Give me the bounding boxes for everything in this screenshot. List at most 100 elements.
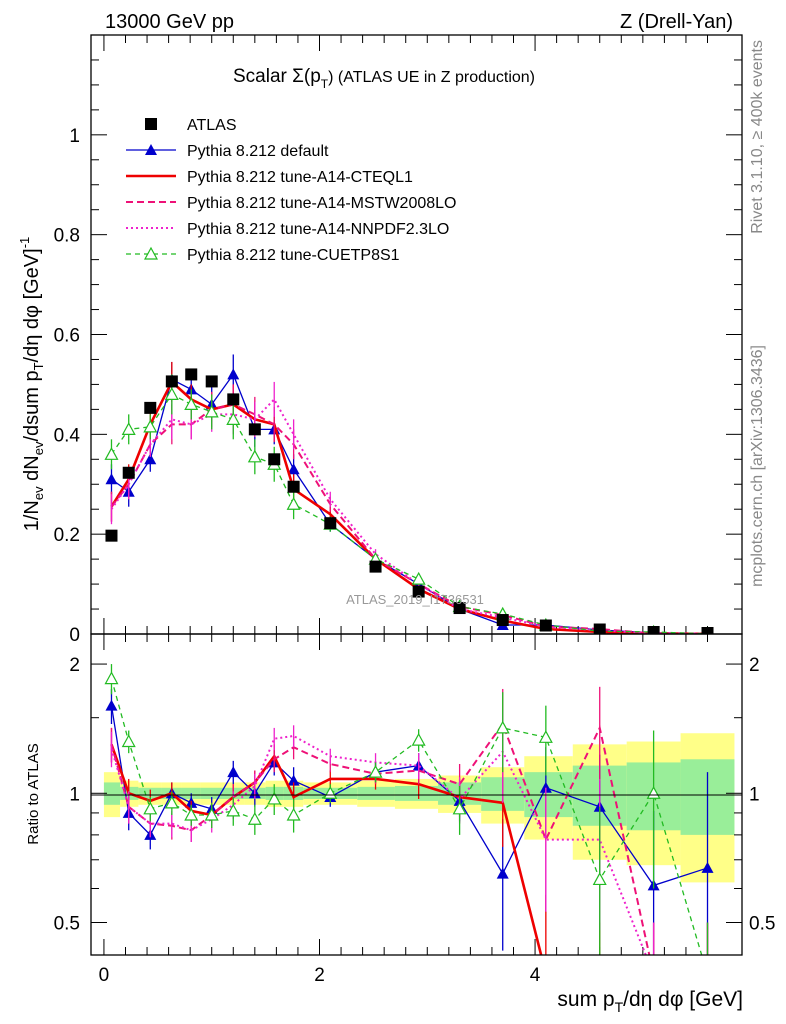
ratio-marker-cuetp8s1 — [286, 807, 301, 821]
legend-marker-cuetp8s1 — [143, 246, 159, 260]
ratio-marker-default — [105, 699, 118, 711]
atlas-data-point — [165, 375, 178, 388]
xtick-label: 2 — [314, 965, 325, 986]
analysis-watermark: ATLAS_2019_I1736531 — [346, 592, 484, 607]
legend-label-cteql1: Pythia 8.212 tune-A14-CTEQL1 — [187, 169, 413, 186]
ratio-marker-cuetp8s1 — [495, 720, 510, 734]
main-ylabel: 1/Nev dNev/dsum pT/dη dφ [GeV]-1 — [17, 237, 46, 532]
ratio-marker-cuetp8s1 — [184, 807, 199, 821]
main-ytick-label: 0.2 — [54, 525, 80, 546]
atlas-data-point — [701, 627, 714, 634]
ratio-ytick-label-left: 2 — [69, 655, 80, 676]
atlas-data-point — [268, 453, 281, 466]
main-marker-cuetp8s1 — [286, 496, 301, 510]
ratio-marker-cuetp8s1 — [104, 671, 119, 685]
main-ytick-label: 1 — [69, 126, 80, 147]
ratio-marker-default — [496, 867, 509, 879]
atlas-data-point — [205, 375, 218, 388]
svg-text:1/Nev dNev/dsum pT/dη dφ [GeV]: 1/Nev dNev/dsum pT/dη dφ [GeV]-1 — [17, 237, 46, 532]
mcplots-label: mcplots.cern.ch [arXiv:1306.3436] — [749, 345, 766, 587]
ratio-marker-default — [539, 781, 552, 793]
ratio-marker-cuetp8s1 — [143, 801, 158, 815]
ratio-marker-cuetp8s1 — [452, 801, 467, 815]
main-marker-cuetp8s1 — [411, 571, 426, 585]
ratio-marker-cuetp8s1 — [121, 734, 136, 748]
atlas-data-point — [453, 602, 466, 615]
ratio-ytick-label-right: 1 — [749, 784, 760, 805]
atlas-data-point — [593, 623, 606, 634]
axes-ticks: 0 0.2 0.4 0.6 0.8 1 0 2 4 0.5 0.5 1 1 2 2 — [54, 35, 775, 986]
main-ytick-label: 0.8 — [54, 226, 80, 247]
atlas-data-point — [144, 401, 157, 414]
ratio-ylabel: Ratio to ATLAS — [25, 743, 42, 844]
ratio-marker-cuetp8s1 — [267, 791, 282, 805]
rivet-label: Rivet 3.1.10, ≥ 400k events — [749, 40, 766, 234]
xtick-label: 4 — [530, 965, 541, 986]
atlas-data-point — [248, 423, 261, 436]
xtick-label: 0 — [99, 965, 110, 986]
main-marker-cuetp8s1 — [247, 449, 262, 463]
main-marker-cuetp8s1 — [121, 422, 136, 435]
atlas-data-point — [647, 626, 660, 634]
main-ytick-label: 0.4 — [54, 425, 81, 446]
ratio-marker-cuetp8s1 — [247, 811, 262, 825]
atlas-data-point — [105, 529, 118, 542]
main-panel-series — [104, 354, 714, 634]
legend: ATLAS Pythia 8.212 default Pythia 8.212 tu… — [126, 117, 456, 264]
plot-title: Scalar Σ(pT) (ATLAS UE in Z production) — [233, 66, 535, 91]
main-marker-cuetp8s1 — [204, 404, 219, 418]
ratio-marker-cuetp8s1 — [592, 872, 607, 886]
ratio-marker-cuetp8s1 — [226, 803, 241, 817]
atlas-data-point — [122, 466, 135, 479]
atlas-data-point — [412, 585, 425, 598]
ratio-marker-cuetp8s1 — [368, 764, 383, 778]
ratio-ytick-label-left: 0.5 — [54, 913, 80, 934]
ratio-band-inner — [103, 782, 121, 805]
legend-label-mstw: Pythia 8.212 tune-A14-MSTW2008LO — [187, 195, 456, 212]
atlas-data-point — [227, 393, 240, 406]
atlas-data-point — [369, 560, 382, 573]
ratio-marker-cuetp8s1 — [702, 969, 714, 980]
atlas-data-point — [324, 517, 337, 530]
ratio-ytick-label-left: 1 — [69, 784, 80, 805]
main-marker-default — [105, 473, 118, 485]
ratio-band-inner — [200, 787, 223, 799]
legend-marker-default — [145, 144, 157, 155]
ratio-band-inner — [394, 785, 439, 801]
ratio-marker-default — [227, 766, 240, 778]
ratio-marker-cuetp8s1 — [164, 795, 179, 809]
main-marker-cuetp8s1 — [184, 397, 199, 410]
ratio-marker-default — [701, 861, 714, 873]
energy-label: 13000 GeV pp — [105, 11, 234, 33]
ratio-marker-default — [287, 774, 300, 786]
main-marker-default — [227, 368, 240, 380]
main-ytick-label: 0 — [69, 625, 80, 646]
atlas-data-point — [185, 368, 198, 381]
legend-swatch-atlas — [145, 118, 157, 130]
atlas-data-point — [496, 614, 509, 627]
ratio-marker-cuetp8s1 — [411, 732, 426, 746]
legend-label-atlas: ATLAS — [187, 117, 237, 134]
ratio-marker-cuetp8s1 — [323, 786, 338, 799]
atlas-data-point — [539, 619, 552, 632]
atlas-data-point — [287, 480, 300, 493]
legend-label-cuetp8s1: Pythia 8.212 tune-CUETP8S1 — [187, 247, 400, 264]
ratio-ytick-label-right: 2 — [749, 655, 760, 676]
legend-label-nnpdf: Pythia 8.212 tune-A14-NNPDF2.3LO — [187, 221, 449, 238]
main-marker-cuetp8s1 — [226, 412, 241, 425]
ratio-marker-cuetp8s1 — [538, 730, 553, 743]
ratio-ytick-label-right: 0.5 — [749, 913, 775, 934]
ratio-marker-cuetp8s1 — [646, 786, 661, 799]
ratio-panel-series — [104, 664, 714, 980]
main-marker-default — [287, 463, 300, 475]
ratio-marker-cuetp8s1 — [204, 807, 219, 821]
main-marker-cuetp8s1 — [164, 387, 179, 400]
ratio-band-inner — [357, 786, 395, 800]
main-marker-cuetp8s1 — [143, 419, 158, 433]
main-marker-default — [144, 453, 157, 465]
legend-label-default: Pythia 8.212 default — [187, 143, 329, 160]
main-ytick-label: 0.6 — [54, 326, 80, 347]
process-label: Z (Drell-Yan) — [620, 11, 733, 33]
main-marker-cuetp8s1 — [104, 447, 119, 460]
